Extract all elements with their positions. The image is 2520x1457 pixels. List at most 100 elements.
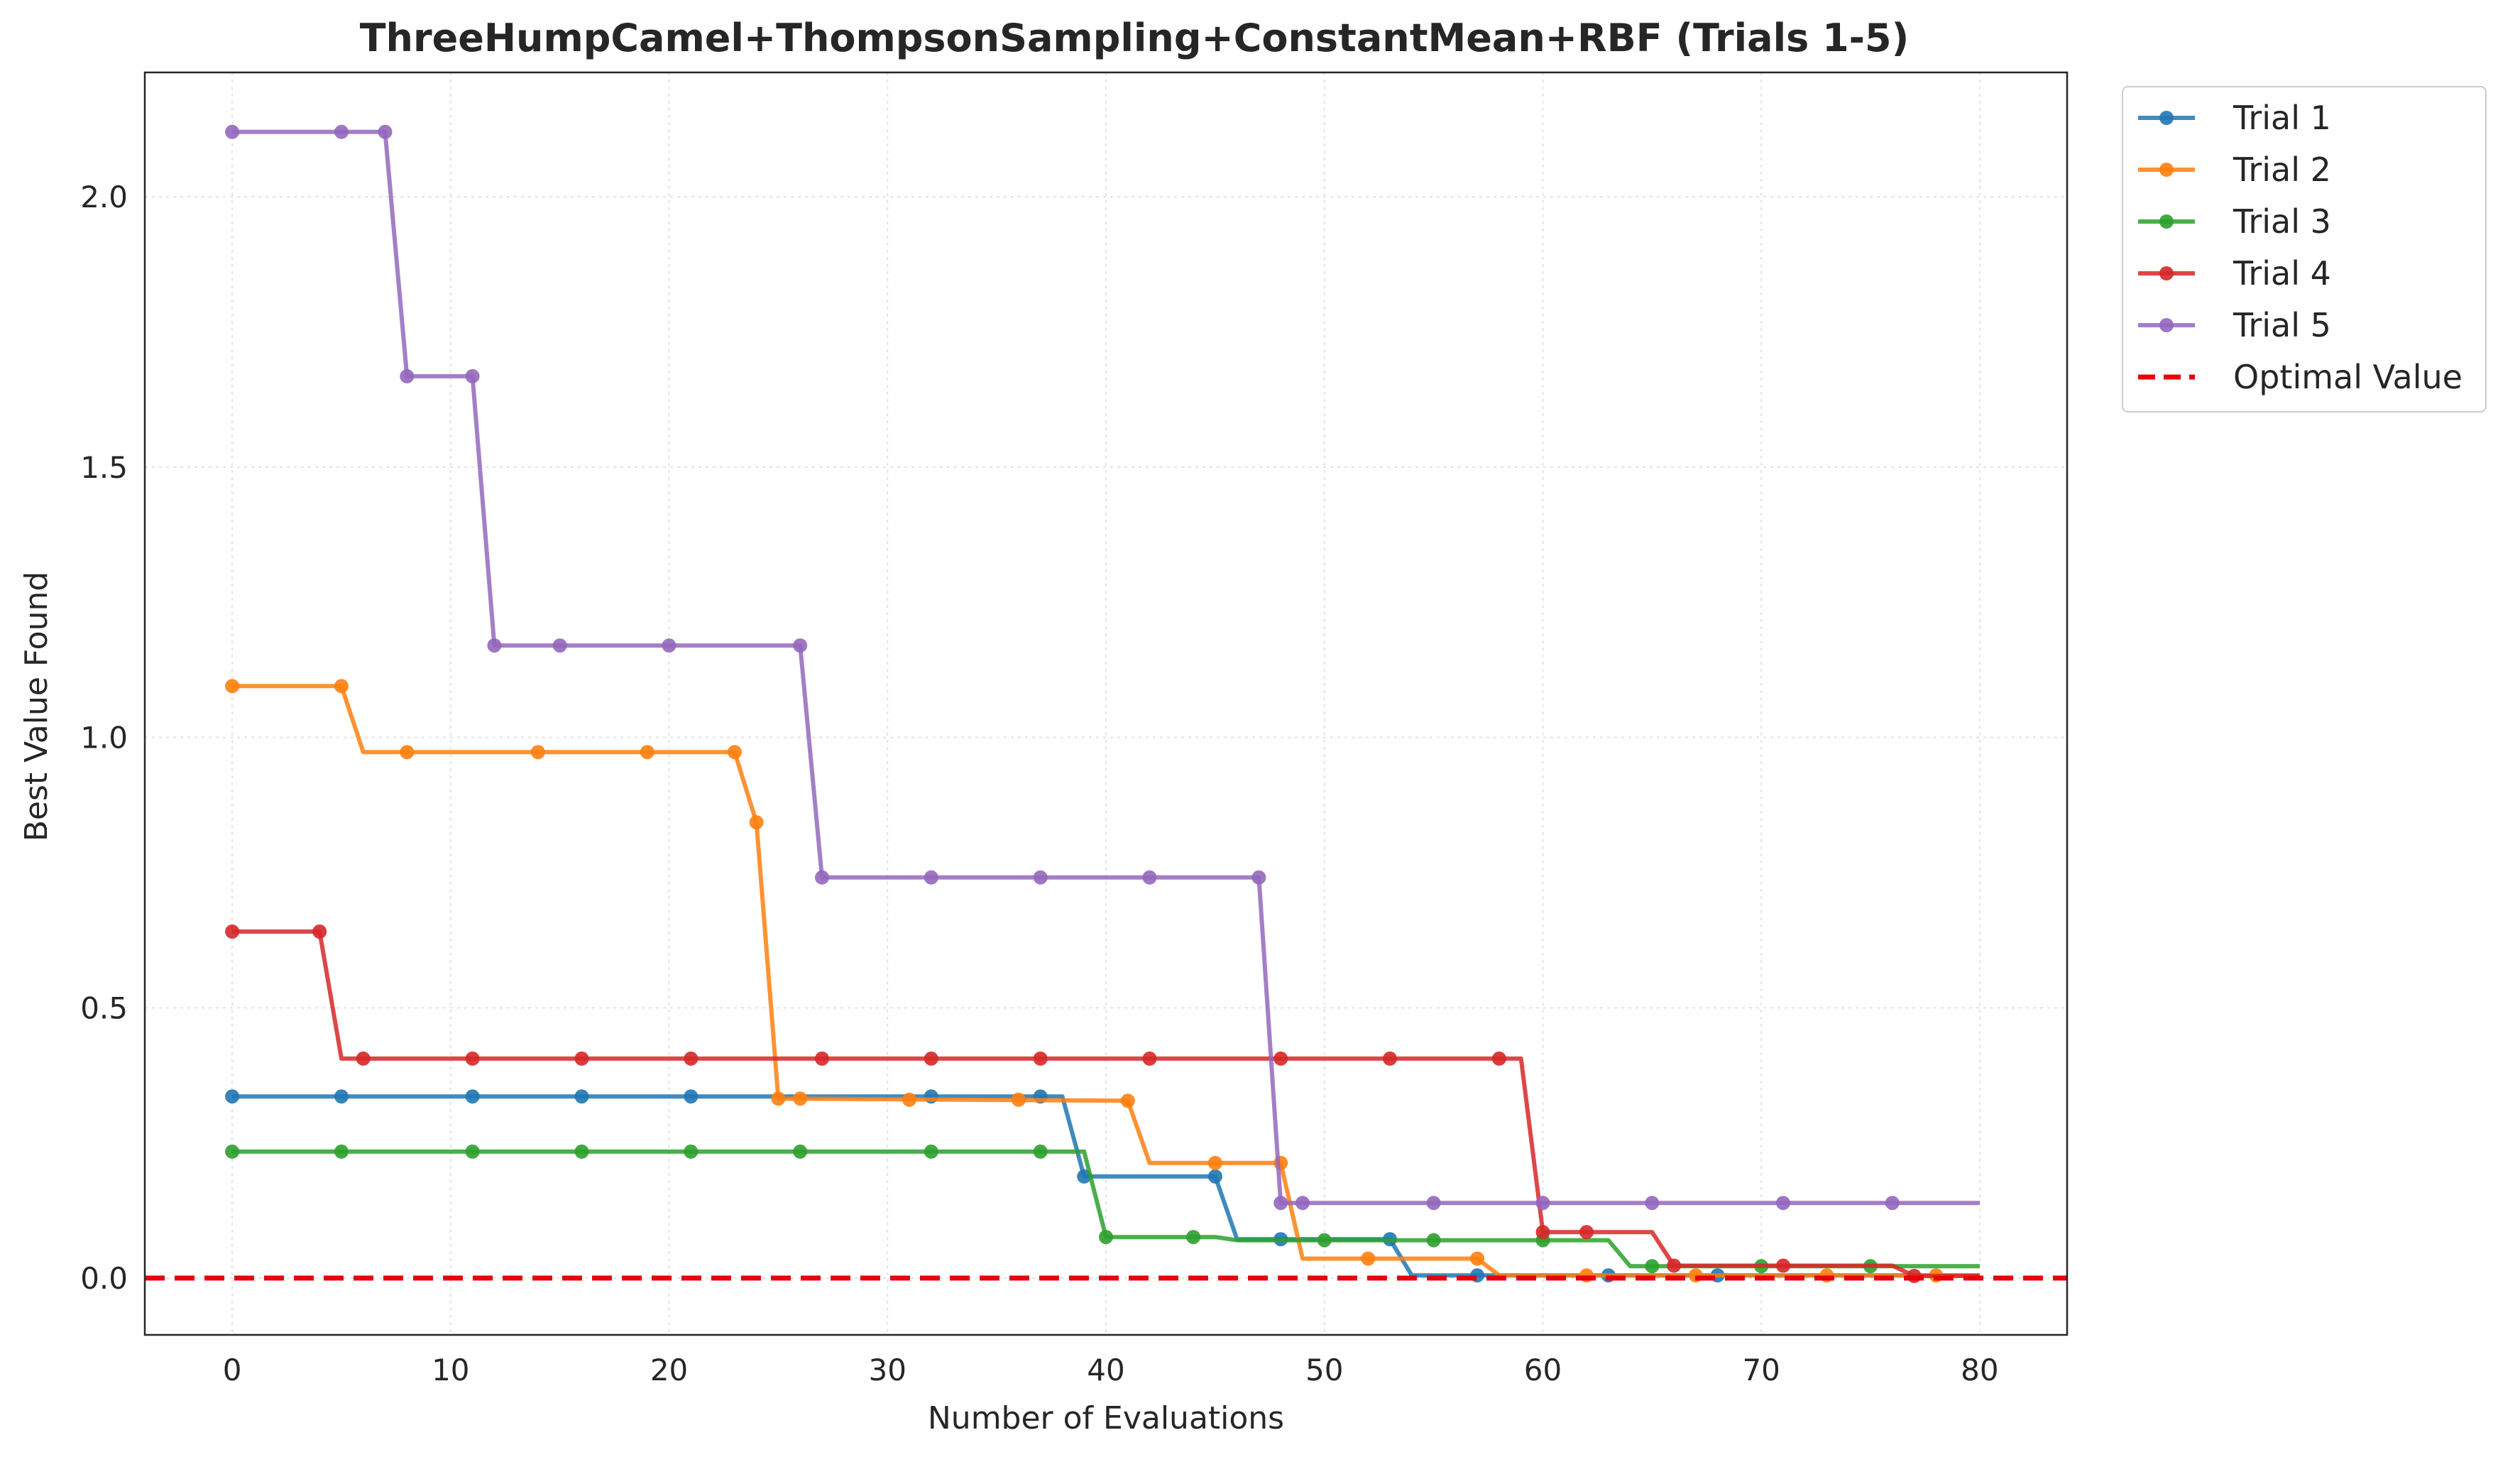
x-tick-label: 10 — [432, 1353, 469, 1387]
x-tick-label: 0 — [223, 1353, 242, 1387]
series-trial-2 — [225, 679, 1980, 1283]
x-tick-label: 80 — [1961, 1353, 1998, 1387]
data-point — [1099, 1230, 1113, 1245]
legend-marker-icon — [2159, 266, 2174, 280]
data-point — [356, 1051, 371, 1066]
legend-label: Trial 3 — [2233, 202, 2331, 241]
series-layer — [145, 124, 2067, 1283]
series-line — [232, 129, 1980, 1206]
series-line — [232, 929, 1980, 1278]
x-tick-label: 70 — [1742, 1353, 1780, 1387]
data-point — [924, 1144, 938, 1159]
legend-label: Optimal Value — [2233, 358, 2463, 396]
legend-marker-icon — [2159, 214, 2174, 229]
data-point — [225, 924, 240, 939]
data-point — [378, 124, 393, 139]
legend-label: Trial 1 — [2233, 99, 2331, 137]
data-point — [1776, 1258, 1790, 1273]
data-point — [1491, 1051, 1506, 1066]
data-point — [225, 1089, 240, 1104]
data-point — [1033, 1051, 1048, 1066]
data-point — [1645, 1259, 1660, 1274]
y-axis-label: Best Value Found — [18, 572, 55, 842]
legend-box — [2122, 86, 2487, 413]
data-point — [793, 638, 808, 653]
legend-label: Trial 5 — [2233, 306, 2331, 344]
data-point — [225, 1144, 240, 1159]
chart-title: ThreeHumpCamel+ThompsonSampling+Constant… — [360, 16, 1910, 60]
x-axis-label: Number of Evaluations — [928, 1400, 1284, 1436]
data-point — [1317, 1233, 1332, 1248]
data-point — [771, 1091, 786, 1106]
series-trial-4 — [225, 924, 1980, 1283]
legend-item-trial-3: Trial 3 — [2138, 202, 2331, 241]
data-point — [1667, 1258, 1682, 1273]
legend-item-trial-1: Trial 1 — [2138, 99, 2331, 137]
data-point — [1120, 1093, 1135, 1108]
data-point — [1142, 1051, 1157, 1066]
y-tick-label: 0.5 — [80, 991, 128, 1025]
data-point — [924, 870, 938, 885]
series-line — [232, 1149, 1980, 1269]
data-point — [574, 1144, 589, 1159]
data-point — [1142, 870, 1157, 885]
data-point — [574, 1051, 589, 1066]
data-point — [815, 1051, 829, 1066]
data-point — [793, 1144, 808, 1159]
data-point — [749, 815, 764, 830]
x-tick-label: 20 — [650, 1353, 688, 1387]
legend-item-trial-4: Trial 4 — [2138, 254, 2331, 293]
data-point — [1186, 1230, 1201, 1245]
legend-marker-icon — [2159, 163, 2174, 177]
data-point — [487, 638, 502, 653]
data-point — [815, 870, 829, 885]
data-point — [1885, 1196, 1900, 1211]
data-point — [1361, 1251, 1376, 1266]
legend-label: Trial 4 — [2233, 254, 2331, 293]
series-line — [232, 1094, 1980, 1278]
data-point — [1426, 1233, 1441, 1248]
data-point — [552, 638, 567, 653]
plot-frame — [143, 71, 2069, 1336]
data-point — [684, 1051, 699, 1066]
legend-marker-icon — [2159, 318, 2174, 332]
legend-item-trial-5: Trial 5 — [2138, 306, 2331, 344]
data-point — [1251, 870, 1266, 885]
y-tick-label: 0.0 — [80, 1261, 128, 1296]
data-point — [334, 124, 349, 139]
data-point — [1776, 1196, 1790, 1211]
data-point — [1295, 1196, 1310, 1211]
data-point — [225, 124, 240, 139]
data-point — [400, 745, 415, 760]
data-point — [1207, 1155, 1222, 1170]
data-point — [465, 1051, 480, 1066]
data-point — [400, 369, 415, 383]
data-point — [924, 1051, 938, 1066]
data-point — [1383, 1051, 1397, 1066]
data-point — [640, 745, 654, 760]
data-point — [1645, 1196, 1660, 1211]
data-point — [1033, 1144, 1048, 1159]
legend-item-optimal-value: Optimal Value — [2138, 358, 2463, 396]
data-point — [684, 1089, 699, 1104]
tick-labels: 0 10 20 30 40 50 60 70 80 0.0 0.5 1.0 1.5 2.0 — [80, 180, 1998, 1387]
data-point — [662, 638, 676, 653]
data-point — [465, 1144, 480, 1159]
data-point — [902, 1092, 916, 1107]
data-point — [530, 745, 545, 760]
y-tick-label: 1.5 — [80, 450, 128, 485]
data-point — [1011, 1092, 1026, 1107]
y-tick-label: 2.0 — [80, 180, 128, 214]
data-point — [1470, 1251, 1485, 1266]
data-point — [1579, 1225, 1594, 1240]
x-tick-label: 60 — [1524, 1353, 1562, 1387]
data-point — [727, 745, 742, 760]
data-point — [465, 1089, 480, 1104]
x-tick-label: 40 — [1087, 1353, 1124, 1387]
data-point — [574, 1089, 589, 1104]
series-trial-5 — [225, 124, 1980, 1211]
data-point — [1535, 1225, 1550, 1240]
x-tick-label: 50 — [1305, 1353, 1343, 1387]
